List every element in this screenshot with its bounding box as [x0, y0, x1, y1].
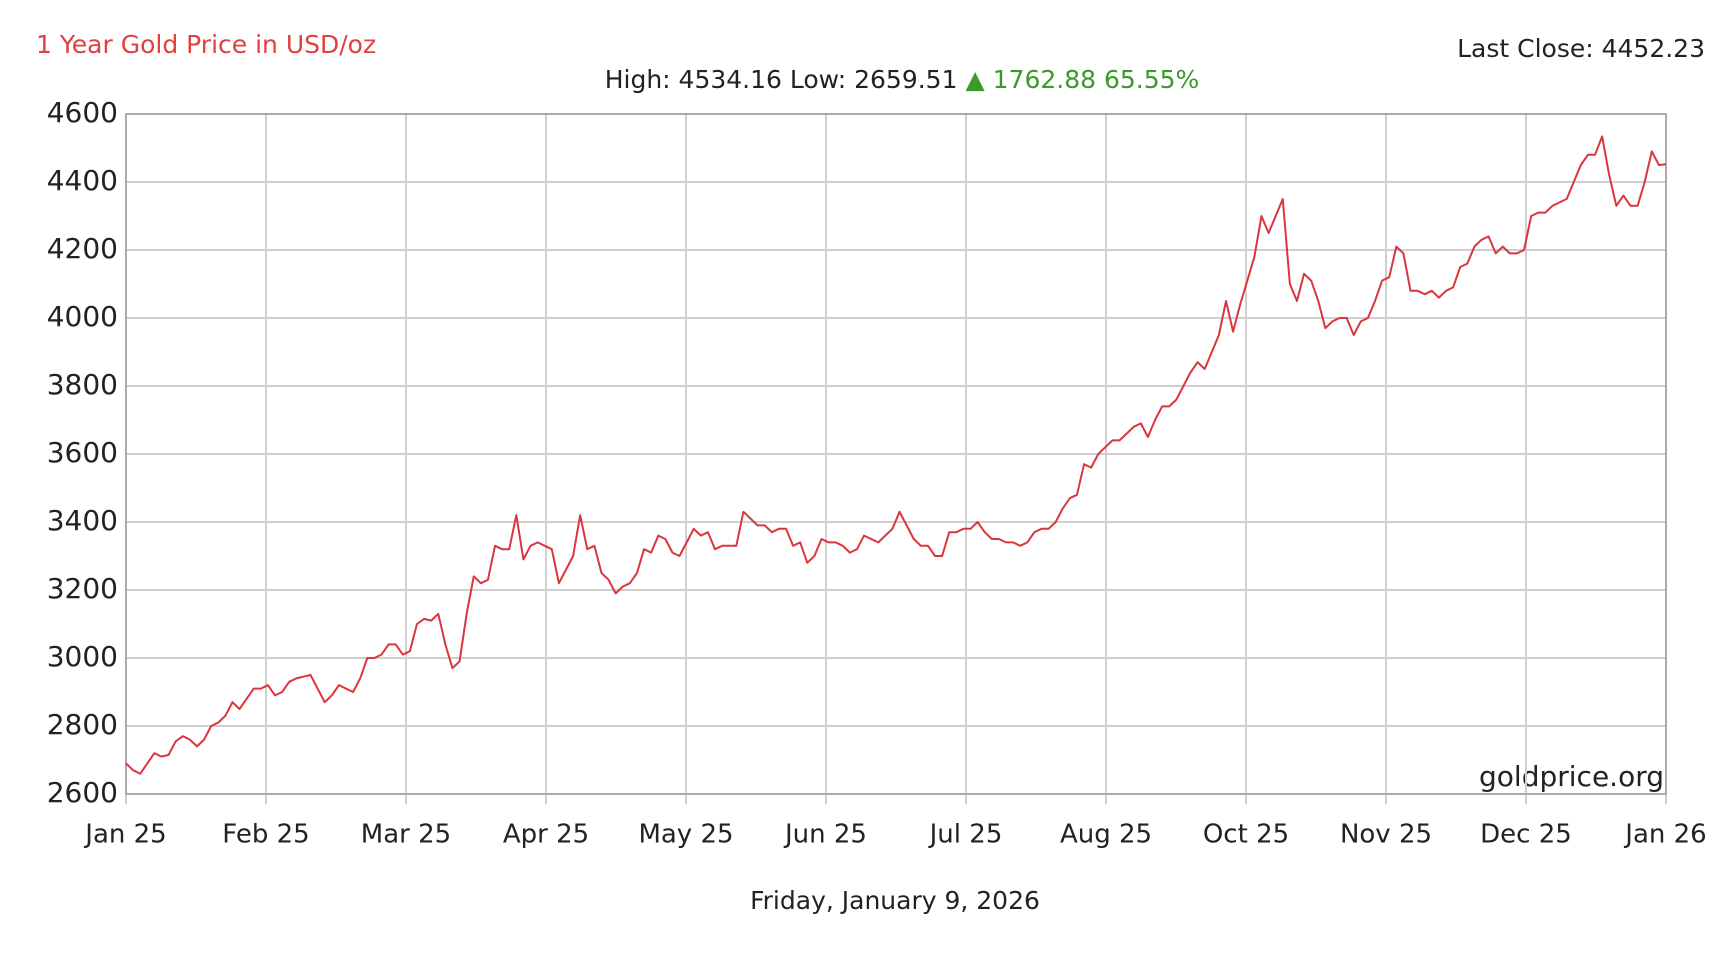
plot-frame — [125, 113, 1667, 795]
x-tick-label: Apr 25 — [503, 820, 589, 850]
y-tick-label: 4400 — [47, 164, 118, 197]
price-line — [125, 135, 1667, 775]
watermark: goldprice.org — [1479, 760, 1664, 793]
y-tick-label: 3600 — [47, 436, 118, 469]
x-tick-label: May 25 — [638, 820, 733, 850]
x-tick-label: Jan 25 — [83, 820, 166, 850]
y-tick-label: 3400 — [47, 504, 118, 537]
y-tick-label: 2800 — [47, 708, 118, 741]
x-tick-label: Aug 25 — [1060, 820, 1152, 850]
y-tick-label: 3200 — [47, 572, 118, 605]
y-tick-label: 3000 — [47, 640, 118, 673]
x-tick-label: Feb 25 — [222, 820, 309, 850]
y-tick-label: 4200 — [47, 232, 118, 265]
x-tick-label: Jun 25 — [783, 820, 867, 850]
last-close: Last Close: 4452.23 — [1457, 34, 1705, 63]
x-tick-label: Mar 25 — [361, 820, 451, 850]
x-tick-label: Jan 26 — [1623, 820, 1706, 850]
x-tick-label: Nov 25 — [1340, 820, 1432, 850]
date-label: Friday, January 9, 2026 — [750, 886, 1040, 915]
y-tick-label: 3800 — [47, 368, 118, 401]
y-tick-label: 4000 — [47, 300, 118, 333]
x-tick-label: Dec 25 — [1480, 820, 1572, 850]
chart-title: 1 Year Gold Price in USD/oz — [36, 30, 376, 59]
stats-line: High: 4534.16 Low: 2659.51 ▲ 1762.88 65.… — [605, 65, 1200, 94]
x-tick-label: Jul 25 — [928, 820, 1003, 850]
x-tick-label: Oct 25 — [1203, 820, 1289, 850]
y-tick-label: 4600 — [47, 96, 118, 129]
high-low: High: 4534.16 Low: 2659.51 — [605, 65, 958, 94]
change: ▲ 1762.88 65.55% — [965, 65, 1199, 94]
y-tick-label: 2600 — [47, 776, 118, 809]
